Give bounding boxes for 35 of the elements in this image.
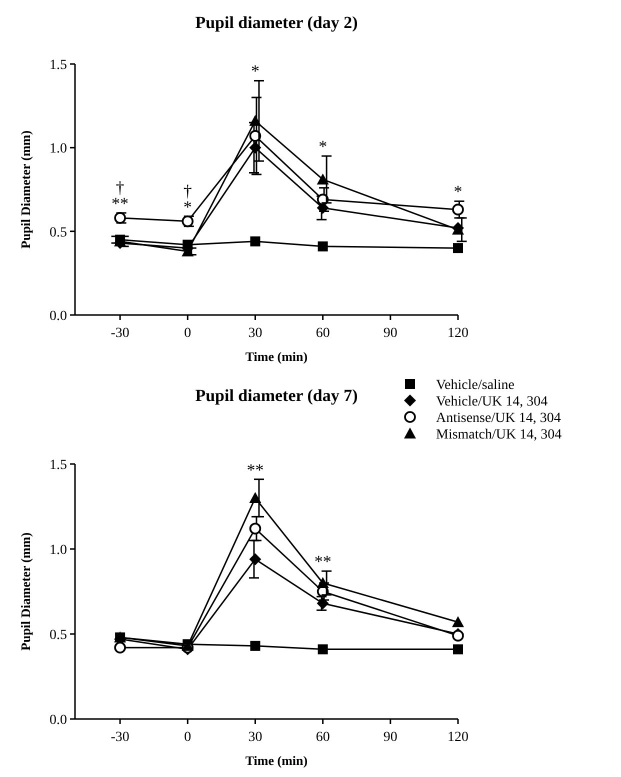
x-tick-label: -30 bbox=[110, 730, 130, 745]
y-axis-title: Pupil Diameter (mm) bbox=[18, 130, 33, 249]
y-tick-label: 1.0 bbox=[50, 543, 67, 558]
annotation: * bbox=[250, 62, 260, 81]
y-tick-label: 1.5 bbox=[50, 458, 67, 473]
x-tick-label: 90 bbox=[383, 326, 398, 341]
y-tick-label: 0.5 bbox=[50, 628, 67, 643]
x-axis-title: Time (min) bbox=[245, 349, 308, 364]
legend-label: Mismatch/UK 14, 304 bbox=[436, 428, 562, 442]
annotation: ** bbox=[246, 460, 264, 480]
x-tick-label: 60 bbox=[316, 730, 330, 745]
y-axis-title: Pupil Diameter (mm) bbox=[18, 532, 33, 651]
x-tick-label: 30 bbox=[248, 730, 262, 745]
x-tick-label: 0 bbox=[184, 326, 192, 341]
y-tick-label: 0.5 bbox=[50, 225, 67, 240]
annotation: * bbox=[318, 137, 328, 156]
legend-label: Antisense/UK 14, 304 bbox=[436, 411, 561, 426]
annotation: ** bbox=[314, 552, 332, 572]
legend-label: Vehicle/UK 14, 304 bbox=[436, 394, 548, 410]
x-tick-label: 120 bbox=[448, 326, 468, 341]
chart-title: Pupil diameter (day 2) bbox=[195, 13, 358, 32]
y-tick-label: 1.0 bbox=[50, 142, 67, 157]
x-tick-label: 30 bbox=[248, 326, 262, 341]
chart-title: Pupil diameter (day 7) bbox=[195, 386, 358, 405]
legend-label: Vehicle/saline bbox=[436, 378, 515, 393]
y-tick-label: 1.5 bbox=[50, 58, 67, 73]
x-tick-label: 90 bbox=[383, 730, 398, 745]
x-tick-label: -30 bbox=[110, 326, 130, 341]
x-tick-label: 60 bbox=[316, 326, 330, 341]
annotation: * bbox=[454, 182, 462, 202]
y-tick-label: 0.0 bbox=[50, 713, 67, 728]
x-axis-title: Time (min) bbox=[245, 753, 308, 768]
y-tick-label: 0.0 bbox=[50, 309, 67, 324]
x-tick-label: 120 bbox=[448, 730, 468, 745]
x-tick-label: 0 bbox=[184, 730, 192, 745]
